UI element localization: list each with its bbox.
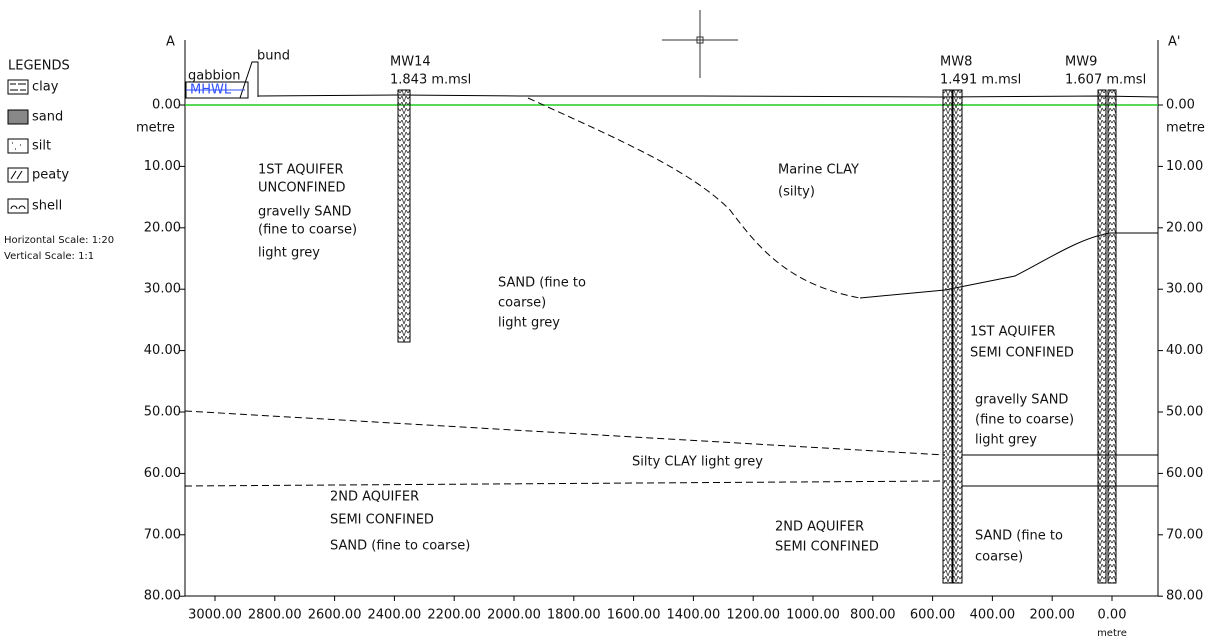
- depth-tick-label: 30.00: [1166, 282, 1203, 297]
- scale-note: Vertical Scale: 1:1: [4, 251, 94, 262]
- distance-tick-label: 400.00: [970, 608, 1016, 623]
- depth-tick-label: 0.00: [1166, 98, 1195, 113]
- distance-tick-label: 200.00: [1029, 608, 1075, 623]
- well-name: MW14: [390, 55, 431, 70]
- depth-tick-label: 10.00: [1166, 159, 1203, 174]
- distance-tick-label: 600.00: [910, 608, 956, 623]
- layer-label: 2ND AQUIFER: [330, 490, 419, 505]
- layer-label: SEMI CONFINED: [775, 540, 879, 555]
- depth-tick-label: 80.00: [1166, 589, 1203, 604]
- layer-label: (fine to coarse): [258, 223, 357, 238]
- layer-label: (fine to coarse): [975, 413, 1074, 428]
- depth-unit: metre: [136, 121, 175, 136]
- depth-tick-label: 80.00: [144, 589, 181, 604]
- layer-label: SAND (fine to: [975, 529, 1063, 544]
- section-end: A': [1168, 35, 1180, 50]
- mhwl-label: MHWL: [190, 83, 232, 98]
- layer-label: Silty CLAY light grey: [632, 455, 763, 470]
- well-mw9: [1107, 89, 1117, 584]
- layer-label: SEMI CONFINED: [970, 346, 1074, 361]
- distance-tick-label: 0.00: [1098, 608, 1127, 623]
- legend-item: peaty: [32, 168, 69, 183]
- scale-note: Horizontal Scale: 1:20: [4, 235, 114, 246]
- depth-tick-label: 70.00: [144, 527, 181, 542]
- layer-label: SEMI CONFINED: [330, 513, 434, 528]
- distance-tick-label: 2800.00: [248, 608, 302, 623]
- layer-label: gravelly SAND: [975, 393, 1068, 408]
- depth-tick-label: 70.00: [1166, 527, 1203, 542]
- legend-item: shell: [32, 199, 62, 214]
- clay-boundary: [527, 97, 861, 299]
- depth-tick-label: 20.00: [144, 220, 181, 235]
- layer-label: light grey: [258, 246, 320, 261]
- distance-tick-label: 2400.00: [368, 608, 422, 623]
- layer-label: 1ST AQUIFER: [970, 325, 1056, 340]
- layer-label: 1ST AQUIFER: [258, 163, 344, 178]
- depth-unit: metre: [1166, 121, 1205, 136]
- depth-tick-label: 50.00: [1166, 405, 1203, 420]
- legend-icons: [7, 79, 29, 214]
- gabbion-label: gabbion: [188, 69, 241, 84]
- layer-label: gravelly SAND: [258, 205, 351, 220]
- depth-tick-label: 0.00: [152, 98, 181, 113]
- distance-tick-label: 2200.00: [427, 608, 481, 623]
- layer-label: UNCONFINED: [258, 181, 346, 196]
- distance-unit: metre: [1097, 628, 1127, 639]
- layer-label: Marine CLAY: [778, 163, 859, 178]
- distance-tick-label: 2600.00: [308, 608, 362, 623]
- distance-tick-label: 3000.00: [188, 608, 242, 623]
- well-mw9: [1097, 89, 1107, 584]
- layer-label: 2ND AQUIFER: [775, 520, 864, 535]
- distance-tick-label: 1600.00: [607, 608, 661, 623]
- depth-tick-label: 60.00: [144, 466, 181, 481]
- depth-tick-label: 40.00: [1166, 343, 1203, 358]
- layer-label: light grey: [498, 316, 560, 331]
- legend-title: LEGENDS: [8, 59, 70, 74]
- layer-label: SAND (fine to: [498, 276, 586, 291]
- silty-clay-bottom: [184, 480, 946, 487]
- layer-label: light grey: [975, 433, 1037, 448]
- layer-label: SAND (fine to coarse): [330, 539, 470, 554]
- layer-label: coarse): [975, 550, 1023, 565]
- bund: [239, 61, 259, 99]
- distance-tick-label: 1000.00: [786, 608, 840, 623]
- depth-tick-label: 40.00: [144, 343, 181, 358]
- layer-label: (silty): [778, 185, 815, 200]
- distance-tick-label: 2000.00: [487, 608, 541, 623]
- section-end: A: [166, 35, 175, 50]
- bund-label: bund: [257, 49, 290, 64]
- depth-tick-label: 60.00: [1166, 466, 1203, 481]
- well-mw8: [952, 89, 963, 584]
- legend-item: sand: [32, 110, 63, 125]
- well-name: MW8: [940, 55, 972, 70]
- crosshair: [696, 36, 704, 44]
- depth-tick-label: 30.00: [144, 282, 181, 297]
- layer-label: coarse): [498, 296, 546, 311]
- depth-tick-label: 20.00: [1166, 220, 1203, 235]
- distance-tick-label: 800.00: [850, 608, 896, 623]
- distance-tick-label: 1200.00: [726, 608, 780, 623]
- silty-clay-top: [184, 410, 946, 456]
- distance-tick-label: 1800.00: [547, 608, 601, 623]
- well-mw14: [397, 89, 411, 343]
- well-level: 1.607 m.msl: [1065, 73, 1146, 88]
- legend-item: clay: [32, 80, 59, 95]
- well-level: 1.843 m.msl: [390, 73, 471, 88]
- depth-tick-label: 50.00: [144, 405, 181, 420]
- legend-item: silt: [32, 139, 51, 154]
- ground-surface: [257, 94, 1159, 98]
- distance-tick-label: 1400.00: [667, 608, 721, 623]
- well-name: MW9: [1065, 55, 1097, 70]
- well-level: 1.491 m.msl: [940, 73, 1021, 88]
- depth-tick-label: 10.00: [144, 159, 181, 174]
- well-mw8: [942, 89, 953, 584]
